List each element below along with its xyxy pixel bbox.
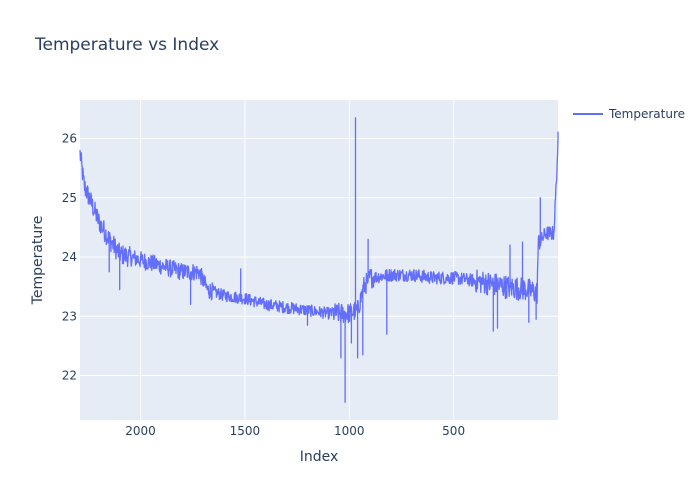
temperature-series-line: [79, 117, 559, 403]
chart-title: Temperature vs Index: [34, 35, 219, 55]
y-axis-title: Temperature: [30, 216, 46, 306]
y-tick-label: 25: [62, 191, 77, 205]
x-tick-label: 500: [442, 424, 465, 438]
x-tick-label: 1500: [230, 424, 261, 438]
y-tick-label: 26: [62, 132, 77, 146]
grid-lines: [80, 100, 558, 420]
x-tick-labels: 2000 1500 1000 500: [125, 424, 465, 438]
legend-label: Temperature: [608, 107, 685, 121]
plot-background: [80, 100, 558, 420]
legend[interactable]: Temperature: [573, 107, 685, 121]
x-tick-label: 2000: [125, 424, 156, 438]
y-tick-label: 22: [62, 369, 77, 383]
y-tick-label: 23: [62, 309, 77, 323]
y-tick-label: 24: [62, 250, 77, 264]
y-tick-labels: 22 23 24 25 26: [62, 132, 77, 383]
x-axis-title: Index: [300, 449, 339, 465]
series-layer: [79, 117, 559, 403]
x-tick-label: 1000: [334, 424, 365, 438]
